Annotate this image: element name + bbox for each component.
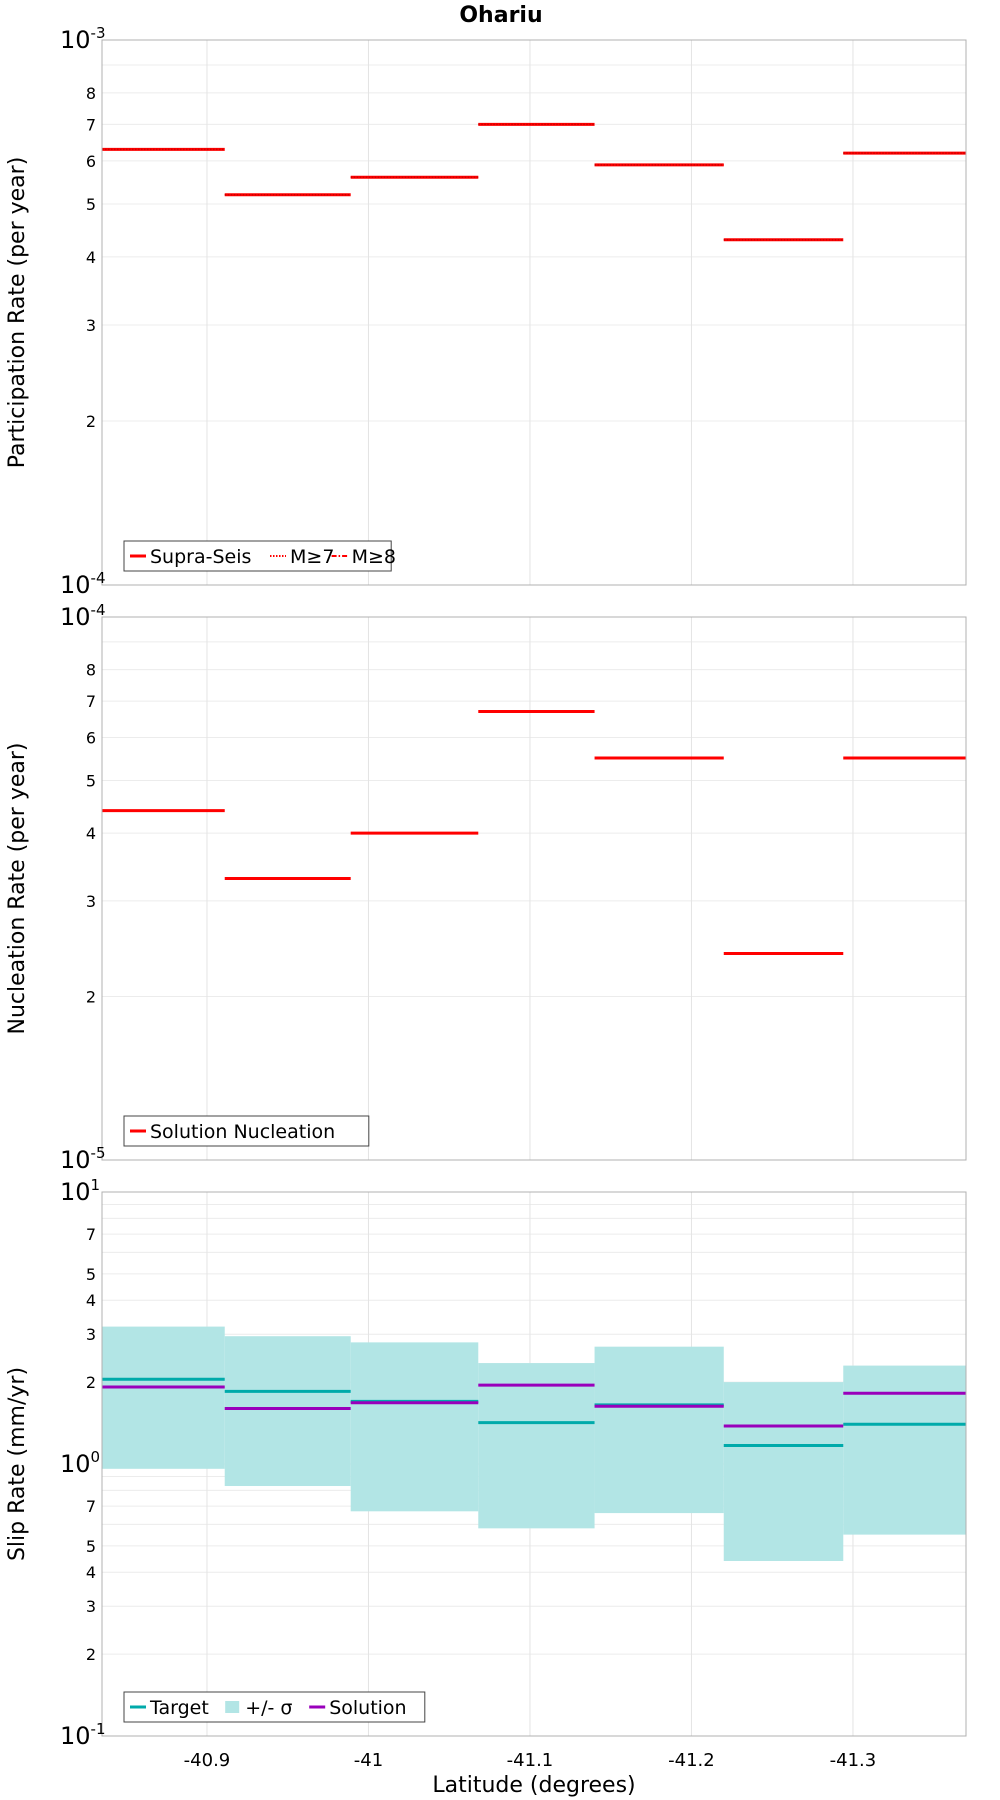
gridlines (102, 39, 966, 586)
legend: Target +/- σ Solution (123, 1691, 426, 1723)
x-tick-label: -41.1 (507, 1750, 554, 1771)
y-tick-label: 7 (86, 115, 96, 134)
y-tick-label: 4 (86, 824, 96, 843)
y-tick-major-label: 10-3 (60, 24, 106, 54)
y-tick-label: 3 (86, 1325, 96, 1344)
y-tick-label: 5 (86, 1265, 96, 1284)
y-tick-label: 8 (86, 84, 96, 103)
series-m-7 (102, 123, 966, 241)
legend-label: Solution Nucleation (150, 1121, 335, 1143)
plot-frame (101, 39, 967, 586)
x-tick-label: -41 (354, 1750, 383, 1771)
y-tick-label: 6 (86, 152, 96, 171)
chart-title: Ohariu (459, 3, 542, 28)
band-segment (843, 1365, 966, 1535)
band-segment (102, 1326, 225, 1469)
y-tick-major-label: 10-4 (60, 601, 106, 631)
y-tick-major-label: 10-5 (60, 1144, 106, 1174)
y-axis-label: Participation Rate (per year) (5, 157, 30, 469)
y-tick-major-label: 10-4 (60, 569, 106, 599)
y-tick-label: 2 (86, 1645, 96, 1664)
y-tick-major-label: 10-1 (60, 1720, 106, 1750)
legend-label: M≥8 (352, 546, 396, 568)
plot-area (102, 40, 966, 585)
panel-1: 10-4 10-3 2 3 4 5 6 7 8 Participation Rate (per y… (5, 24, 967, 599)
legend: Supra-Seis M≥7 M≥8 (123, 540, 396, 572)
legend-box (123, 1691, 426, 1723)
y-axis-label: Slip Rate (mm/yr) (5, 1367, 30, 1561)
legend-label: +/- σ (245, 1697, 292, 1719)
y-tick-label: 7 (86, 692, 96, 711)
gridlines (102, 616, 966, 1161)
y-tick-label: 3 (86, 316, 96, 335)
x-tick-label: -40.9 (184, 1750, 231, 1771)
x-axis-label: Latitude (degrees) (432, 1773, 635, 1798)
y-tick-label: 7 (86, 1225, 96, 1244)
y-tick-major-label: 101 (60, 1176, 100, 1206)
plot-area (102, 617, 966, 1160)
y-tick-label: 6 (86, 728, 96, 747)
y-tick-label: 2 (86, 412, 96, 431)
legend-label: Target (149, 1697, 209, 1719)
band-segment (594, 1346, 724, 1514)
y-tick-label: 5 (86, 1537, 96, 1556)
panel-2: 10-5 10-4 2 3 4 5 6 7 8 Nucleation Rate (per year… (5, 601, 967, 1174)
band-segment (350, 1342, 479, 1512)
y-tick-label: 8 (86, 661, 96, 680)
series-solution-nucleation (102, 709, 966, 956)
y-tick-label: 5 (86, 771, 96, 790)
y-tick-label: 3 (86, 1597, 96, 1616)
panel-3: 10-1 100 101 2 3 4 5 7 2 3 4 5 7 Slip Rate (mm/yr) -40… (5, 1176, 967, 1798)
y-tick-label: 2 (86, 988, 96, 1007)
series-solution (102, 1383, 966, 1428)
legend-label: Solution (329, 1697, 406, 1719)
x-tick-label: -41.3 (830, 1750, 877, 1771)
y-tick-label: 4 (86, 1563, 96, 1582)
y-axis-label: Nucleation Rate (per year) (5, 743, 30, 1035)
legend-label: M≥7 (290, 546, 334, 568)
legend-label: Supra-Seis (150, 546, 251, 568)
legend-swatch (225, 1701, 240, 1713)
plot-frame (101, 1191, 967, 1737)
legend-box (123, 1115, 370, 1147)
y-tick-major-label: 100 (60, 1448, 100, 1478)
band-segment (723, 1382, 844, 1561)
y-tick-label: 5 (86, 195, 96, 214)
legend: Solution Nucleation (123, 1115, 370, 1147)
y-tick-label: 7 (86, 1497, 96, 1516)
y-tick-label: 4 (86, 1291, 96, 1310)
y-tick-label: 4 (86, 248, 96, 267)
y-tick-label: 3 (86, 892, 96, 911)
plot-frame (101, 616, 967, 1161)
band-segment (224, 1336, 351, 1487)
band-segment (478, 1363, 595, 1529)
x-tick-label: -41.2 (668, 1750, 715, 1771)
y-tick-label: 2 (86, 1373, 96, 1392)
